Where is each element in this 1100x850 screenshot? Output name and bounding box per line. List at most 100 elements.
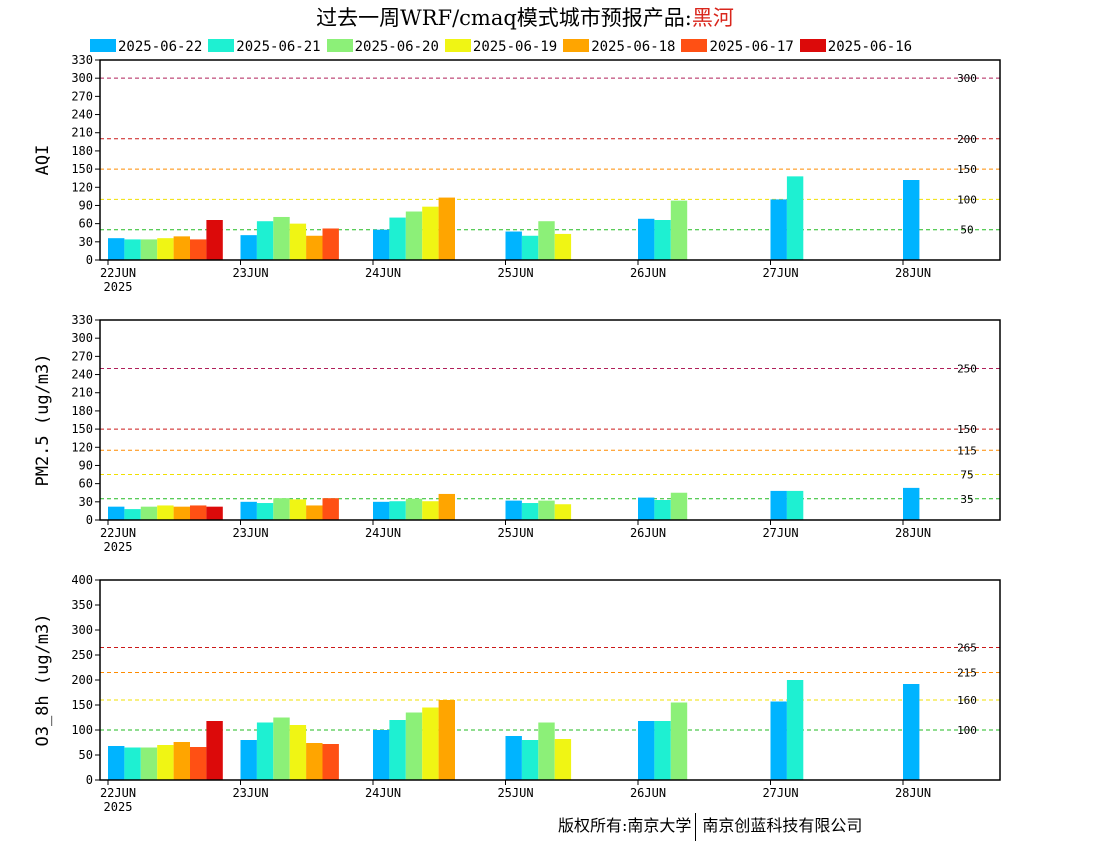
bar <box>306 743 323 780</box>
x-tick-label: 28JUN <box>895 526 931 540</box>
threshold-label: 75 <box>960 469 973 482</box>
x-tick-label: 23JUN <box>232 266 268 280</box>
plot-frame <box>99 59 1001 261</box>
bar <box>638 218 655 260</box>
y-tick-label: 60 <box>79 477 93 491</box>
x-tick-label: 24JUN <box>365 786 401 800</box>
bar <box>770 701 787 780</box>
x-tick-label: 25JUN <box>497 266 533 280</box>
y-tick-label: 0 <box>86 253 93 267</box>
y-tick-label: 330 <box>71 53 93 67</box>
bar <box>322 498 339 520</box>
y-tick-label: 270 <box>71 89 93 103</box>
legend-item: 2025-06-17 <box>681 38 794 55</box>
y-tick-label: 120 <box>71 440 93 454</box>
y-tick-label: 210 <box>71 386 93 400</box>
bar <box>124 747 141 780</box>
x-tick-label: 25JUN <box>497 786 533 800</box>
x-tick-label: 24JUN <box>365 526 401 540</box>
y-tick-label: 210 <box>71 126 93 140</box>
y-tick-label: 50 <box>79 748 93 762</box>
bar <box>190 239 207 260</box>
bar <box>422 501 439 520</box>
x-tick-label: 25JUN <box>497 526 533 540</box>
bar <box>505 500 522 520</box>
y-tick-label: 300 <box>71 623 93 637</box>
bar <box>786 176 804 260</box>
bar <box>770 199 787 260</box>
legend-swatch <box>444 38 471 52</box>
bar <box>786 490 804 520</box>
bar <box>173 742 190 780</box>
legend-label: 2025-06-17 <box>709 38 794 55</box>
legend: 2025-06-22 2025-06-21 2025-06-20 2025-06-19… <box>90 36 918 55</box>
y-tick-label: 60 <box>79 217 93 231</box>
chart-panel-1: 250 150 115 75 35 0 30 60 90 120 150 180 210 240 270 30… <box>33 313 1001 554</box>
bar <box>538 500 555 520</box>
bar <box>240 235 257 260</box>
legend-label: 2025-06-22 <box>118 38 203 55</box>
threshold-label: 50 <box>960 224 973 237</box>
legend-item: 2025-06-16 <box>799 38 913 55</box>
legend-item: 2025-06-19 <box>444 38 558 55</box>
bar <box>140 747 158 780</box>
bar <box>405 498 423 520</box>
y-tick-label: 30 <box>79 235 93 249</box>
bar <box>289 223 307 260</box>
y-tick-label: 90 <box>79 198 93 212</box>
y-tick-label: 240 <box>71 368 93 382</box>
x-tick-label: 22JUN <box>100 526 136 540</box>
threshold-label: 150 <box>957 423 977 436</box>
legend-swatch <box>681 38 708 52</box>
x-tick-label: 23JUN <box>232 786 268 800</box>
legend-label: 2025-06-16 <box>827 38 913 55</box>
x-tick-label: 28JUN <box>895 786 931 800</box>
copyright-text: 版权所有:南京大学 南京创蓝科技有限公司 <box>558 812 862 841</box>
bar <box>373 229 390 260</box>
x-tick-label: 26JUN <box>630 526 666 540</box>
bar <box>240 501 257 520</box>
bar <box>206 506 223 520</box>
bar <box>124 239 141 260</box>
bar <box>903 487 920 520</box>
bar <box>256 221 274 260</box>
x-tick-label: 26JUN <box>630 266 666 280</box>
bar <box>438 700 455 780</box>
threshold-label: 100 <box>957 724 977 737</box>
y-tick-label: 0 <box>86 513 93 527</box>
bar <box>373 501 390 520</box>
bar <box>505 736 522 780</box>
bar <box>438 493 455 520</box>
threshold-label: 300 <box>957 72 977 85</box>
legend-label: 2025-06-19 <box>472 38 558 55</box>
bar <box>140 239 158 260</box>
bar <box>422 206 439 260</box>
bar <box>438 197 455 260</box>
bar <box>654 500 671 520</box>
x-tick-label: 27JUN <box>762 266 798 280</box>
bar <box>322 744 339 780</box>
bar <box>256 722 274 780</box>
y-tick-label: 200 <box>71 673 93 687</box>
bar <box>157 238 174 260</box>
chart-panel-2: 265 215 160 100 0 50 100 150 200 250 300 350 400 22JU… <box>33 573 1001 814</box>
y-tick-label: 240 <box>71 108 93 122</box>
x-tick-label: 22JUN <box>100 786 136 800</box>
bar <box>389 720 406 780</box>
bar <box>554 739 572 780</box>
y-axis-label: AQI <box>33 145 53 176</box>
legend-swatch <box>799 38 826 52</box>
bar <box>173 236 190 260</box>
bar <box>108 506 125 520</box>
bar <box>654 220 671 260</box>
bar <box>273 216 290 260</box>
legend-label: 2025-06-20 <box>354 38 439 55</box>
bar <box>405 211 423 260</box>
bar <box>521 503 539 520</box>
y-tick-label: 270 <box>71 349 93 363</box>
x-tick-label: 27JUN <box>762 526 798 540</box>
y-tick-label: 0 <box>86 773 93 787</box>
title-city: 黑河 <box>691 6 734 30</box>
y-tick-label: 180 <box>71 144 93 158</box>
